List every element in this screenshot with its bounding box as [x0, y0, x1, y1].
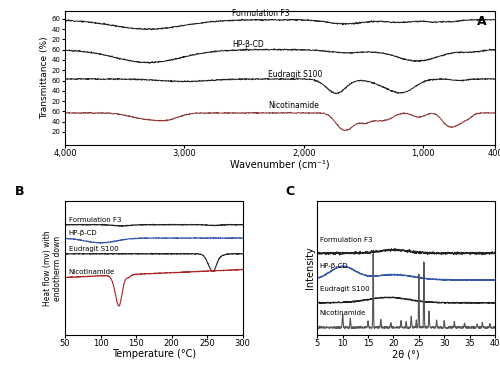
Text: Eudragit S100: Eudragit S100 [320, 286, 370, 292]
Text: Formulation F3: Formulation F3 [232, 9, 290, 18]
Text: Formulation F3: Formulation F3 [68, 217, 121, 223]
Text: C: C [286, 185, 294, 198]
X-axis label: 2θ (°): 2θ (°) [392, 350, 420, 360]
Text: Nicotinamide: Nicotinamide [268, 101, 319, 110]
Text: HP-β-CD: HP-β-CD [320, 263, 348, 269]
X-axis label: Temperature (°C): Temperature (°C) [112, 350, 196, 360]
Y-axis label: Transmittance (%): Transmittance (%) [40, 37, 49, 119]
Text: Nicotinamide: Nicotinamide [320, 310, 366, 316]
Y-axis label: Heat flow (mv) with
endotherm down: Heat flow (mv) with endotherm down [43, 230, 62, 306]
X-axis label: Wavenumber (cm⁻¹): Wavenumber (cm⁻¹) [230, 159, 330, 169]
Text: B: B [15, 185, 24, 198]
Text: Nicotinamide: Nicotinamide [68, 269, 115, 276]
Text: HP-β-CD: HP-β-CD [232, 40, 264, 49]
Text: A: A [477, 15, 486, 28]
Text: Eudragit S100: Eudragit S100 [68, 246, 118, 252]
Text: Formulation F3: Formulation F3 [320, 237, 372, 243]
Text: HP-β-CD: HP-β-CD [68, 230, 97, 236]
Y-axis label: Intensity: Intensity [304, 247, 314, 289]
Text: Eudragit S100: Eudragit S100 [268, 71, 322, 79]
